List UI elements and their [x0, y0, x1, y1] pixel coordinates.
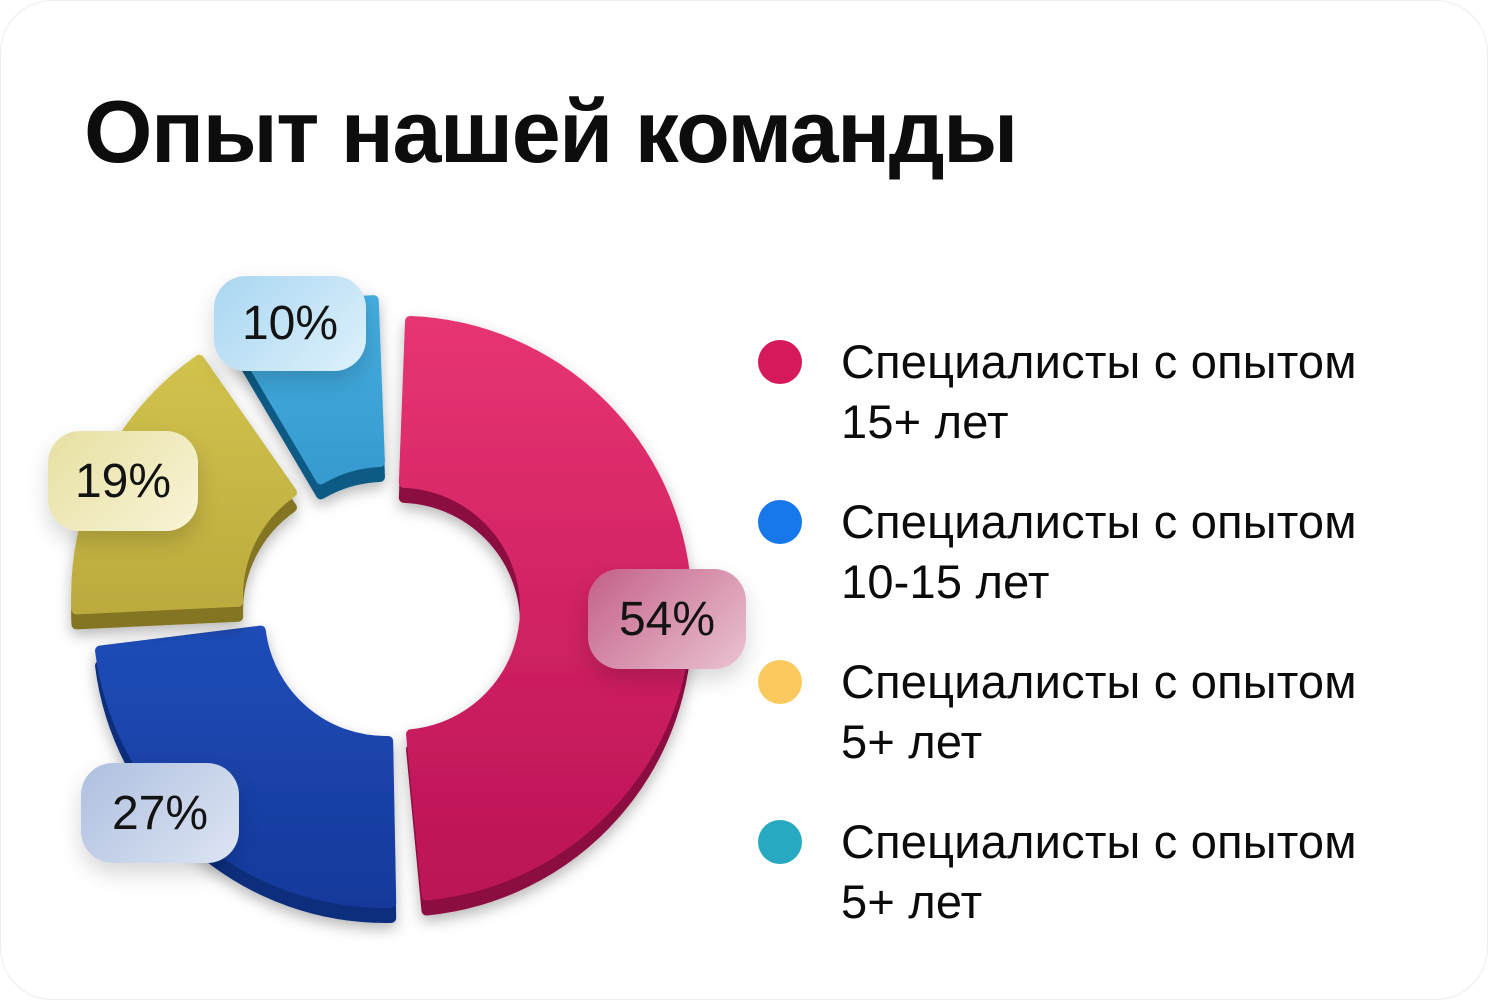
legend-label-line1: Специалисты с опытом — [841, 655, 1357, 708]
legend-label: Специалисты с опытом 5+ лет — [841, 652, 1357, 772]
legend-label-line2: 10-15 лет — [841, 555, 1050, 608]
donut-segment-group-1 — [95, 625, 397, 923]
legend-item-15-plus: Специалисты с опытом 15+ лет — [758, 332, 1418, 452]
legend: Специалисты с опытом 15+ лет Специалисты… — [758, 332, 1418, 932]
chart-value-label: 19% — [74, 454, 172, 508]
legend-dot-icon — [758, 500, 802, 544]
legend-label-line1: Специалисты с опытом — [841, 495, 1357, 548]
donut-chart: 54% 27% 19% 10% — [19, 241, 779, 999]
chart-value-label: 54% — [618, 592, 716, 646]
legend-label: Специалисты с опытом 5+ лет — [841, 812, 1357, 932]
legend-label: Специалисты с опытом 10-15 лет — [841, 492, 1357, 612]
legend-label-line2: 15+ лет — [841, 395, 1009, 448]
chart-value-bubble-19: 19% — [48, 431, 198, 531]
donut-segment-0 — [398, 316, 692, 901]
donut-segment-group-0 — [398, 316, 692, 916]
legend-dot-icon — [758, 660, 802, 704]
donut-chart-svg — [71, 295, 692, 923]
legend-dot-icon — [758, 820, 802, 864]
chart-value-label: 27% — [111, 786, 209, 840]
chart-value-label: 10% — [241, 297, 339, 350]
legend-label-line1: Специалисты с опытом — [841, 335, 1357, 388]
legend-label-line2: 5+ лет — [841, 715, 983, 768]
legend-dot-icon — [758, 340, 802, 384]
chart-value-bubble-27: 27% — [81, 763, 239, 863]
legend-item-10-15: Специалисты с опытом 10-15 лет — [758, 492, 1418, 612]
chart-value-bubble-54: 54% — [588, 569, 746, 669]
page-title: Опыт нашей команды — [84, 82, 1018, 181]
legend-label-line1: Специалисты с опытом — [841, 815, 1357, 868]
legend-item-5-plus-teal: Специалисты с опытом 5+ лет — [758, 812, 1418, 932]
chart-value-bubble-10: 10% — [214, 276, 366, 371]
donut-segment-1 — [95, 625, 397, 908]
legend-label-line2: 5+ лет — [841, 875, 983, 928]
legend-item-5-plus-yellow: Специалисты с опытом 5+ лет — [758, 652, 1418, 772]
legend-label: Специалисты с опытом 15+ лет — [841, 332, 1357, 452]
